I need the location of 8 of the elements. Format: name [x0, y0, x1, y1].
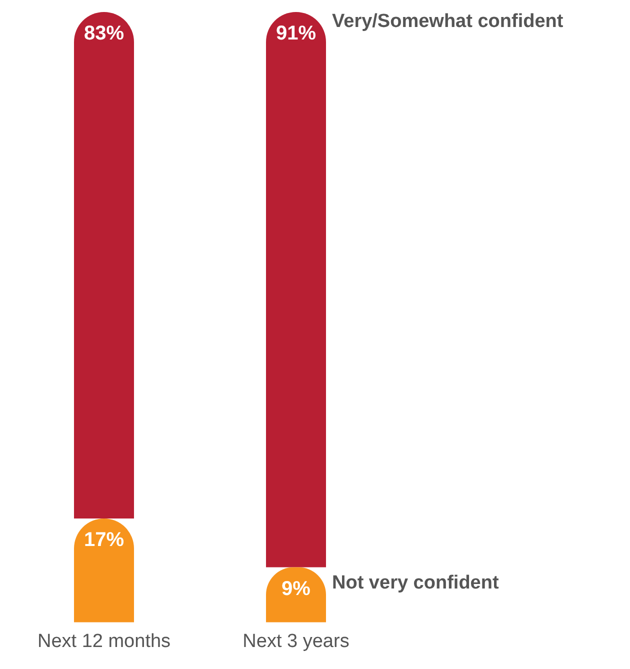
series-label: Very/Somewhat confident: [332, 11, 564, 32]
data-label: 83%: [84, 22, 124, 45]
x-tick-label: Next 3 years: [242, 630, 350, 652]
series-label: Not very confident: [332, 572, 500, 594]
data-label: 91%: [276, 22, 316, 45]
data-label: 17%: [84, 528, 124, 551]
data-label: 9%: [282, 578, 311, 600]
x-tick-label: Next 12 months: [37, 630, 171, 652]
